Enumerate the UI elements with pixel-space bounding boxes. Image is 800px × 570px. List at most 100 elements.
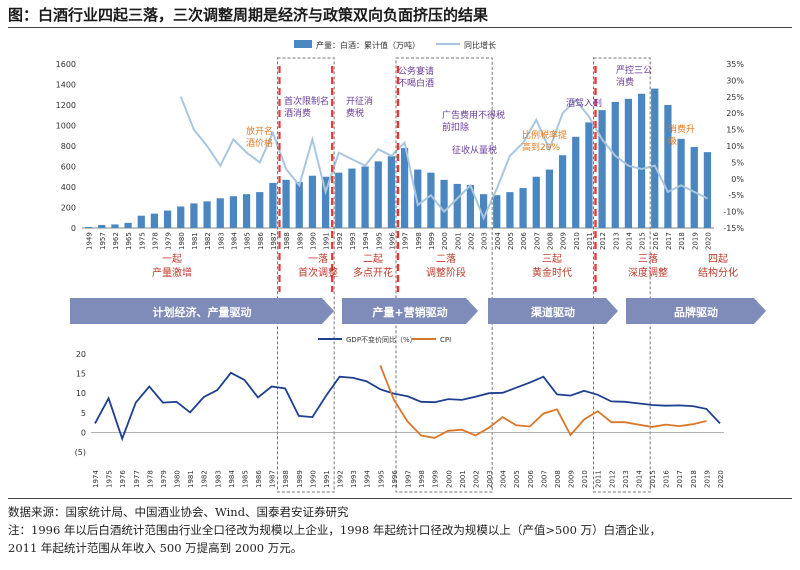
legend-swatch-production bbox=[294, 40, 312, 48]
policy-annotation: 严控三公 bbox=[616, 64, 652, 76]
x-tick-label: 2017 bbox=[665, 232, 673, 250]
phase-label-line2: 结构分化 bbox=[698, 266, 738, 279]
production-bar bbox=[479, 194, 488, 228]
policy-annotation: 征收从量税 bbox=[452, 144, 497, 156]
legend-label-cpi: CPI bbox=[440, 336, 451, 344]
x-tick-label: 2012 bbox=[608, 470, 616, 488]
x-tick-label: 2003 bbox=[486, 470, 494, 488]
x-tick-label: 1976 bbox=[119, 470, 127, 488]
cpi-line bbox=[379, 365, 707, 439]
x-tick-label: 2014 bbox=[635, 470, 643, 488]
policy-annotation: 消费 bbox=[616, 76, 634, 88]
driver-label: 产量+营销驱动 bbox=[372, 305, 447, 319]
x-tick-label: 2008 bbox=[546, 232, 554, 250]
gdp-line bbox=[94, 371, 721, 442]
x-tick-label: 2003 bbox=[481, 232, 489, 250]
price-annotation: 比例税率提 bbox=[522, 129, 567, 141]
driver-arrow bbox=[488, 298, 618, 324]
y-right-tick-label: 0% bbox=[731, 175, 744, 184]
x-tick-label: 1988 bbox=[283, 232, 291, 250]
production-bar bbox=[98, 224, 106, 228]
production-bar bbox=[256, 192, 264, 228]
title-rule bbox=[8, 27, 792, 28]
production-bar bbox=[453, 183, 461, 228]
y-left-tick-label: 400 bbox=[61, 183, 76, 192]
y-tick-label: (5) bbox=[75, 448, 86, 457]
x-tick-label: 1997 bbox=[402, 232, 410, 250]
production-bar bbox=[440, 179, 448, 228]
legend-label-gdp: GDP不变价同比（%） bbox=[346, 335, 417, 344]
phase-label-line1: 二落 bbox=[436, 253, 456, 265]
x-tick-label: 1995 bbox=[377, 470, 385, 488]
driver-label: 渠道驱动 bbox=[531, 305, 575, 319]
x-tick-label: 1985 bbox=[244, 232, 252, 250]
production-bar bbox=[308, 175, 317, 228]
price-annotation: 消费升 bbox=[668, 123, 695, 135]
x-tick-label: 1978 bbox=[151, 232, 159, 250]
x-tick-label: 1979 bbox=[165, 232, 173, 250]
x-tick-label: 2005 bbox=[513, 470, 521, 488]
policy-annotation: 开征消 bbox=[346, 95, 373, 107]
x-tick-label: 2015 bbox=[649, 470, 657, 488]
x-tick-label: 1974 bbox=[92, 470, 100, 488]
production-bar bbox=[203, 201, 211, 228]
production-bar bbox=[664, 105, 672, 228]
x-tick-label: 1975 bbox=[138, 232, 146, 250]
x-tick-label: 2014 bbox=[625, 232, 633, 250]
production-bar bbox=[242, 194, 251, 228]
production-bar bbox=[348, 168, 356, 228]
x-tick-label: 2011 bbox=[595, 470, 603, 488]
production-bar bbox=[124, 222, 132, 228]
x-tick-label: 2020 bbox=[704, 232, 712, 250]
phase-label-line2: 多点开花 bbox=[353, 266, 393, 279]
x-tick-label: 1985 bbox=[241, 470, 249, 488]
phase-label-line1: 二起 bbox=[363, 253, 383, 265]
x-tick-label: 2018 bbox=[690, 470, 698, 488]
y-right-tick-label: 30% bbox=[726, 76, 744, 85]
x-tick-label: 1990 bbox=[309, 232, 317, 250]
x-tick-label: 1978 bbox=[146, 470, 154, 488]
driver-label: 品牌驱动 bbox=[674, 305, 718, 319]
policy-annotation: 公务宴请 bbox=[398, 65, 434, 77]
policy-annotation: 前扣除 bbox=[442, 121, 469, 133]
production-bar bbox=[216, 198, 224, 228]
x-tick-label: 2007 bbox=[533, 232, 541, 250]
production-bar bbox=[387, 156, 396, 228]
policy-annotation: 首次限制名 bbox=[284, 95, 329, 107]
y-right-tick-label: -5% bbox=[728, 191, 744, 200]
y-left-tick-label: 600 bbox=[61, 163, 76, 172]
production-bar bbox=[493, 195, 501, 228]
production-bar bbox=[335, 172, 343, 228]
x-tick-label: 1980 bbox=[178, 232, 186, 250]
x-tick-label: 1982 bbox=[201, 470, 209, 488]
x-tick-label: 1989 bbox=[296, 470, 304, 488]
price-annotation: 级 bbox=[668, 135, 677, 147]
y-left-tick-label: 1600 bbox=[56, 60, 76, 69]
x-tick-label: 1991 bbox=[323, 232, 331, 250]
price-annotation: 高到20% bbox=[522, 141, 560, 153]
scope-note-2: 2011 年起统计范围从年收入 500 万提高到 2000 万元。 bbox=[8, 541, 303, 555]
x-tick-label: 1999 bbox=[428, 232, 436, 250]
driver-arrow bbox=[70, 298, 334, 324]
x-tick-label: 2005 bbox=[507, 232, 515, 250]
x-tick-label: 2018 bbox=[678, 232, 686, 250]
x-tick-label: 1994 bbox=[364, 470, 372, 488]
x-tick-label: 2019 bbox=[691, 232, 699, 250]
source-note: 数据来源：国家统计局、中国酒业协会、Wind、国泰君安证券研究 bbox=[8, 505, 349, 519]
footer-notes: 数据来源：国家统计局、中国酒业协会、Wind、国泰君安证券研究 注：1996 年… bbox=[8, 498, 792, 557]
x-tick-label: 1994 bbox=[362, 232, 370, 250]
production-bar bbox=[677, 138, 685, 228]
legend-label-growth: 同比增长 bbox=[464, 40, 496, 50]
scope-note-1: 注：1996 年以后白酒统计范围由行业全口径改为规模以上企业，1998 年起统计… bbox=[8, 523, 662, 537]
phase-label-line1: 三落 bbox=[638, 253, 658, 265]
x-tick-label: 1983 bbox=[214, 470, 222, 488]
production-bar bbox=[400, 148, 409, 228]
x-tick-label: 1996 bbox=[388, 232, 396, 250]
x-tick-label: 1987 bbox=[270, 232, 278, 250]
x-tick-label: 1989 bbox=[296, 232, 304, 250]
production-bar bbox=[611, 101, 619, 228]
phase-label-line1: 一落 bbox=[308, 253, 328, 265]
x-tick-label: 2004 bbox=[500, 470, 508, 488]
y-left-tick-label: 1400 bbox=[56, 81, 76, 90]
price-annotation: 放开名 bbox=[246, 125, 273, 137]
